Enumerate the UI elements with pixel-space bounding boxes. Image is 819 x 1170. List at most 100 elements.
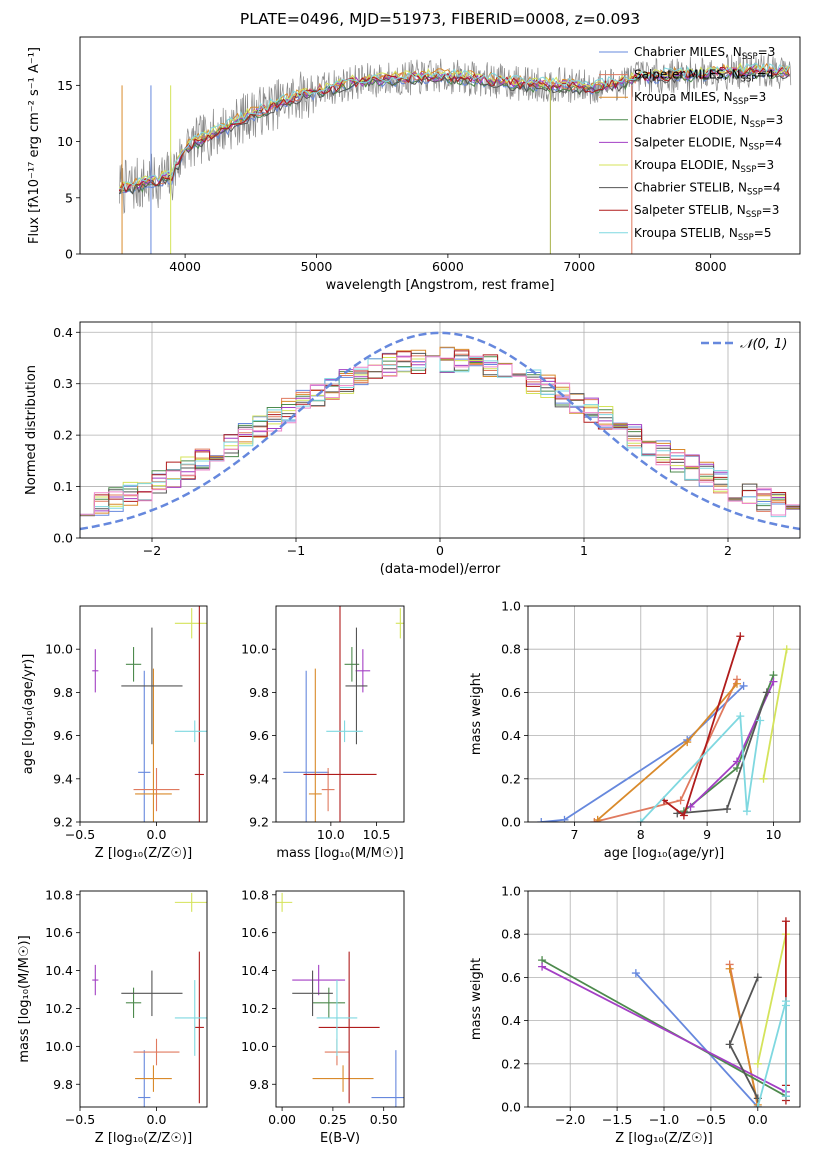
y-tick-label: 9.8 — [249, 685, 269, 700]
x-tick-label: 7 — [570, 827, 578, 842]
y-tick-label: 0 — [65, 247, 73, 262]
legend-entry: Kroupa STELIB, NSSP=5 — [634, 226, 772, 243]
weight-marker — [676, 796, 685, 805]
panel-mass-vs-ebv: 0.00 0.25 0.50 9.8 10.0 10.2 10.4 10.6 10.8 E(B-V… — [241, 887, 405, 1146]
x-tick-label: 10.0 — [317, 827, 345, 842]
error-bars — [276, 892, 404, 1107]
x-tick-label: 10 — [766, 827, 782, 842]
x-tick-label: 10.5 — [363, 827, 391, 842]
x-tick-label: 0.25 — [319, 1112, 347, 1127]
y-tick-label: 15 — [57, 78, 73, 93]
axes: 4000 5000 6000 7000 8000 0 5 10 15 wavelength [An… — [27, 47, 727, 293]
histograms — [80, 331, 800, 531]
model-chabrier-elodie — [119, 68, 790, 195]
weight-marker — [683, 738, 692, 747]
model-salpeter-stelib — [118, 66, 790, 193]
x-tick-label: −0.5 — [65, 1112, 95, 1127]
x-tick-label: −1 — [287, 543, 305, 558]
weight-line — [762, 649, 788, 779]
plot-frame — [79, 605, 208, 823]
y-tick-label: 9.2 — [53, 815, 73, 830]
x-tick-label: −0.5 — [65, 827, 95, 842]
y-tick-label: 9.2 — [249, 815, 269, 830]
plot-frame — [275, 605, 405, 823]
grid — [528, 890, 800, 1108]
model-kroupa-elodie — [118, 62, 790, 189]
y-tick-label: 9.6 — [53, 728, 73, 743]
y-tick-label: 0.8 — [501, 642, 521, 657]
panel-residuals: −2 −1 0 1 2 0.0 0.1 0.2 0.3 0.4 (data-model)/error… — [24, 321, 801, 577]
weight-marker — [769, 677, 778, 686]
weight-marker — [725, 1040, 734, 1049]
legend-entry: Chabrier ELODIE, NSSP=3 — [634, 113, 783, 130]
weight-marker — [679, 811, 688, 820]
y-tick-label: 9.4 — [249, 771, 269, 786]
x-tick-label: 0.00 — [268, 1112, 296, 1127]
legend-entry: Salpeter MILES, NSSP=4 — [634, 68, 774, 85]
y-tick-label: 0.6 — [501, 685, 521, 700]
y-tick-label: 9.4 — [53, 771, 73, 786]
y-tick-label: 10.2 — [241, 1001, 269, 1016]
axes: −0.5 0.0 9.8 10.0 10.2 10.4 10.6 10.8 Z [log₁₀(Z… — [17, 887, 192, 1146]
weight-marker — [732, 679, 741, 688]
weight-marker — [742, 807, 751, 816]
error-bars — [92, 606, 207, 822]
weight-marker — [753, 1059, 762, 1068]
weight-marker — [753, 973, 762, 982]
weight-line — [756, 1000, 787, 1107]
y-axis-label: Flux [fλ10⁻¹⁷ erg cm⁻² s⁻¹ A⁻¹] — [27, 47, 42, 244]
error-bars — [283, 606, 404, 822]
weight-line — [541, 685, 745, 822]
x-tick-label: 5000 — [301, 259, 333, 274]
panel-spectrum: 4000 5000 6000 7000 8000 0 5 10 15 wavelength [An… — [27, 36, 801, 293]
y-tick-label: 0.4 — [53, 325, 73, 340]
weight-marker — [732, 757, 741, 766]
y-tick-label: 0.0 — [501, 1100, 521, 1115]
y-tick-label: 10.4 — [241, 963, 269, 978]
y-tick-label: 0.1 — [53, 479, 73, 494]
x-tick-label: 0.0 — [147, 1112, 167, 1127]
weight-marker — [756, 716, 765, 725]
y-axis-label: Normed distribution — [24, 365, 39, 495]
legend-entry: Kroupa ELODIE, NSSP=3 — [634, 158, 774, 175]
plot-frame — [79, 321, 801, 539]
weight-marker — [781, 917, 790, 926]
model-kroupa-miles — [119, 62, 790, 189]
legend-entry: Chabrier MILES, NSSP=3 — [634, 45, 775, 62]
panel-weight-vs-age: 7 8 9 10 0.0 0.2 0.4 0.6 0.8 1.0 age [log₁₀(age/yr… — [469, 599, 801, 862]
x-axis-label: Z [log₁₀(Z/Z☉)] — [615, 1131, 712, 1146]
spectrum-lines — [118, 53, 792, 254]
weight-line — [756, 934, 787, 1064]
weight-line — [689, 681, 775, 808]
weight-marker — [759, 774, 768, 783]
panel-age-vs-Z: −0.5 0.0 9.2 9.4 9.6 9.8 10.0 Z [log₁₀(Z/Z☉)] ag… — [21, 605, 208, 861]
y-tick-label: 10.4 — [45, 963, 73, 978]
plot-frame — [527, 890, 801, 1108]
axes: 7 8 9 10 0.0 0.2 0.4 0.6 0.8 1.0 age [log₁₀(age/yr… — [469, 599, 781, 862]
legend-entry: Chabrier STELIB, NSSP=4 — [634, 181, 781, 198]
y-tick-label: 10 — [57, 134, 73, 149]
plot-frame — [79, 890, 208, 1108]
weight-marker — [593, 815, 602, 822]
weight-marker — [636, 818, 645, 822]
y-tick-label: 10.8 — [241, 887, 269, 902]
weight-line — [728, 968, 759, 1105]
weight-marker — [781, 1092, 790, 1101]
x-tick-label: 0.0 — [748, 1112, 768, 1127]
plot-frame — [527, 605, 801, 823]
y-tick-label: 1.0 — [501, 599, 521, 614]
plot-frame — [275, 890, 405, 1108]
x-tick-label: 2 — [724, 543, 732, 558]
x-tick-label: −2.0 — [555, 1112, 585, 1127]
y-tick-label: 9.8 — [53, 1077, 73, 1092]
plot-frame — [79, 36, 801, 255]
x-axis-label: Z [log₁₀(Z/Z☉)] — [95, 846, 192, 861]
x-tick-label: −2 — [143, 543, 161, 558]
x-tick-label: 8000 — [695, 259, 727, 274]
residual-legend: 𝒩(0, 1) — [701, 337, 787, 352]
histogram-step — [80, 356, 800, 518]
y-tick-label: 0.4 — [501, 1013, 521, 1028]
x-tick-label: 1 — [580, 543, 588, 558]
x-tick-label: 6000 — [432, 259, 464, 274]
